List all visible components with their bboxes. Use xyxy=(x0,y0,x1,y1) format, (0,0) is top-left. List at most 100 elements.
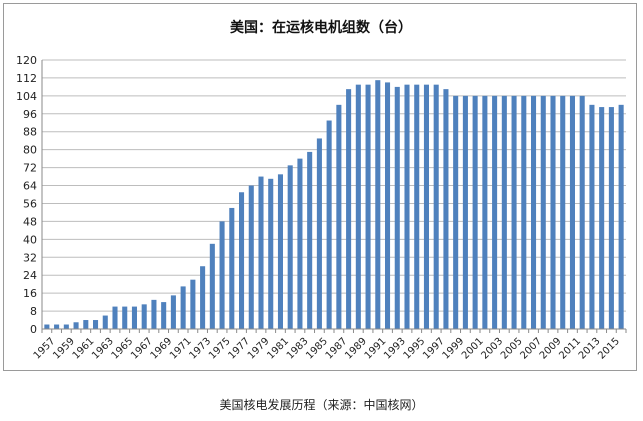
x-tick-label: 1993 xyxy=(382,336,408,362)
bar-2004 xyxy=(501,95,507,329)
bar-1981 xyxy=(277,174,283,329)
bar-1960 xyxy=(73,322,79,329)
bar-2011 xyxy=(569,95,575,329)
x-tick-label: 1991 xyxy=(363,336,389,362)
x-tick-label: 1989 xyxy=(343,336,369,362)
y-tick-label: 80 xyxy=(23,144,37,157)
x-tick-label: 1977 xyxy=(226,336,252,362)
bar-1989 xyxy=(355,84,361,330)
bar-2005 xyxy=(511,95,517,329)
x-tick-label: 1975 xyxy=(207,336,233,362)
bar-2008 xyxy=(540,95,546,329)
y-tick-label: 88 xyxy=(23,126,37,139)
bar-2016 xyxy=(618,104,624,329)
y-tick-label: 120 xyxy=(16,54,37,67)
bar-1987 xyxy=(336,104,342,329)
x-tick-label: 1965 xyxy=(110,336,136,362)
y-tick-label: 64 xyxy=(23,180,37,193)
bar-1980 xyxy=(268,178,274,329)
x-tick-label: 2009 xyxy=(538,336,564,362)
y-tick-label: 56 xyxy=(23,197,37,210)
bar-2007 xyxy=(531,95,537,329)
bar-1959 xyxy=(63,324,69,329)
bar-1973 xyxy=(200,266,206,329)
bar-2003 xyxy=(492,95,498,329)
bar-1992 xyxy=(385,82,391,330)
y-tick-label: 32 xyxy=(23,251,37,264)
bar-1978 xyxy=(248,185,254,329)
x-tick-label: 1969 xyxy=(149,336,175,362)
x-tick-labels: 1957195919611963196519671969197119731975… xyxy=(32,336,622,362)
bar-1964 xyxy=(112,306,118,329)
bar-1993 xyxy=(394,86,400,330)
bar-1998 xyxy=(443,89,449,330)
bar-1983 xyxy=(297,158,303,329)
y-tick-labels: 0 8 16 24 32 40 48 56 64 72 80 88 96 104 112 120 xyxy=(16,54,37,336)
x-tick-label: 2013 xyxy=(577,336,603,362)
gridlines xyxy=(42,59,626,330)
bar-1991 xyxy=(375,80,381,329)
y-tick-label: 112 xyxy=(16,72,37,85)
x-tick-label: 1999 xyxy=(441,336,467,362)
bar-1958 xyxy=(54,324,60,329)
bar-1979 xyxy=(258,176,264,329)
bar-1976 xyxy=(229,207,235,329)
bar-1997 xyxy=(433,84,439,330)
bar-1974 xyxy=(209,243,215,329)
chart-frame: 美国：在运核电机组数（台） 0 8 16 24 32 40 48 56 64 72 80 88 96 10… xyxy=(3,3,637,371)
x-tick-label: 1979 xyxy=(246,336,272,362)
bar-1967 xyxy=(141,304,147,329)
bar-1966 xyxy=(131,306,137,329)
x-tick-label: 1981 xyxy=(265,336,291,362)
x-tick-label: 2005 xyxy=(499,336,525,362)
bar-1994 xyxy=(404,84,410,330)
bar-1977 xyxy=(239,192,245,329)
bar-2012 xyxy=(579,95,585,329)
bar-1961 xyxy=(83,320,89,329)
x-tick-label: 1995 xyxy=(402,336,428,362)
x-tick-label: 2001 xyxy=(460,336,486,362)
bars xyxy=(44,80,624,330)
y-tick-label: 104 xyxy=(16,90,37,103)
x-tick-label: 1973 xyxy=(187,336,213,362)
x-tick-label: 1997 xyxy=(421,336,447,362)
bar-1962 xyxy=(93,320,99,329)
bar-2001 xyxy=(472,95,478,329)
bar-2002 xyxy=(482,95,488,329)
x-tick-label: 1957 xyxy=(32,336,58,362)
bar-1975 xyxy=(219,221,225,329)
x-tick-label: 2011 xyxy=(557,336,583,362)
y-tick-label: 48 xyxy=(23,215,37,228)
bar-1995 xyxy=(414,84,420,330)
bar-1969 xyxy=(161,302,167,329)
y-tick-label: 16 xyxy=(23,287,37,300)
bar-2000 xyxy=(462,95,468,329)
x-tick-label: 1985 xyxy=(304,336,330,362)
bar-1972 xyxy=(190,279,196,329)
bar-1957 xyxy=(44,324,50,329)
bar-1984 xyxy=(307,151,313,329)
x-tick-label: 1963 xyxy=(90,336,116,362)
axes xyxy=(41,60,627,333)
bar-1963 xyxy=(102,315,108,329)
bar-1986 xyxy=(326,120,332,330)
bar-1985 xyxy=(316,138,322,329)
x-tick-label: 2003 xyxy=(479,336,505,362)
y-tick-label: 8 xyxy=(30,305,37,318)
bar-1970 xyxy=(170,295,176,329)
bar-2010 xyxy=(560,95,566,329)
y-tick-label: 0 xyxy=(30,323,37,336)
bar-1988 xyxy=(346,89,352,330)
bar-2015 xyxy=(608,107,614,329)
bar-1999 xyxy=(453,95,459,329)
chart-title: 美国：在运核电机组数（台） xyxy=(230,19,412,36)
x-tick-label: 1959 xyxy=(51,336,77,362)
bar-2006 xyxy=(521,95,527,329)
x-tick-label: 1961 xyxy=(71,336,97,362)
x-tick-label: 1967 xyxy=(129,336,155,362)
bar-2013 xyxy=(589,104,595,329)
figure-caption: 美国核电发展历程（来源：中国核网） xyxy=(219,398,424,412)
bar-2014 xyxy=(599,107,605,329)
bar-1968 xyxy=(151,299,157,329)
x-tick-label: 2015 xyxy=(596,336,622,362)
